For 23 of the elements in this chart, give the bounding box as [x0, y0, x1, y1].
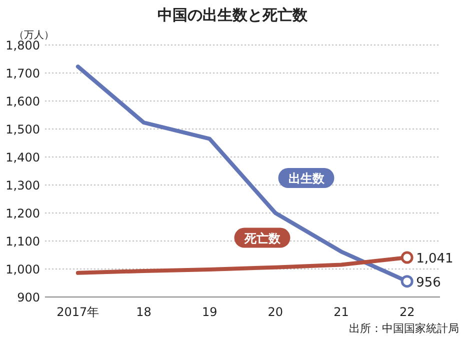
y-tick-label: 900	[17, 290, 40, 304]
y-tick-label: 1,000	[6, 262, 40, 276]
y-tick-label: 1,800	[6, 38, 40, 52]
y-tick-label: 1,400	[6, 150, 40, 164]
y-tick-label: 1,500	[6, 122, 40, 136]
y-axis-title: （万人）	[14, 30, 54, 41]
text: 出所：中国国家統計局	[349, 322, 459, 335]
x-tick-label: 20	[268, 305, 284, 319]
y-tick-label: 1,700	[6, 66, 40, 80]
text: 出生数	[288, 172, 326, 186]
x-tick-label: 21	[334, 305, 349, 319]
y-tick-label: 1,100	[6, 234, 40, 248]
x-tick-label: 2017年	[56, 305, 100, 319]
data-label: 956	[416, 275, 441, 290]
x-tick-label: 18	[136, 305, 152, 319]
y-tick-label: 1,600	[6, 94, 40, 108]
x-tick-label: 22	[399, 305, 415, 319]
chart-title: 中国の出生数と死亡数	[158, 6, 308, 24]
data-label: 1,041	[416, 252, 454, 267]
y-tick-label: 1,300	[6, 178, 40, 192]
series-label: 死亡数	[243, 231, 282, 246]
y-tick-label: 1,200	[6, 206, 40, 220]
x-tick-label: 19	[202, 305, 218, 319]
